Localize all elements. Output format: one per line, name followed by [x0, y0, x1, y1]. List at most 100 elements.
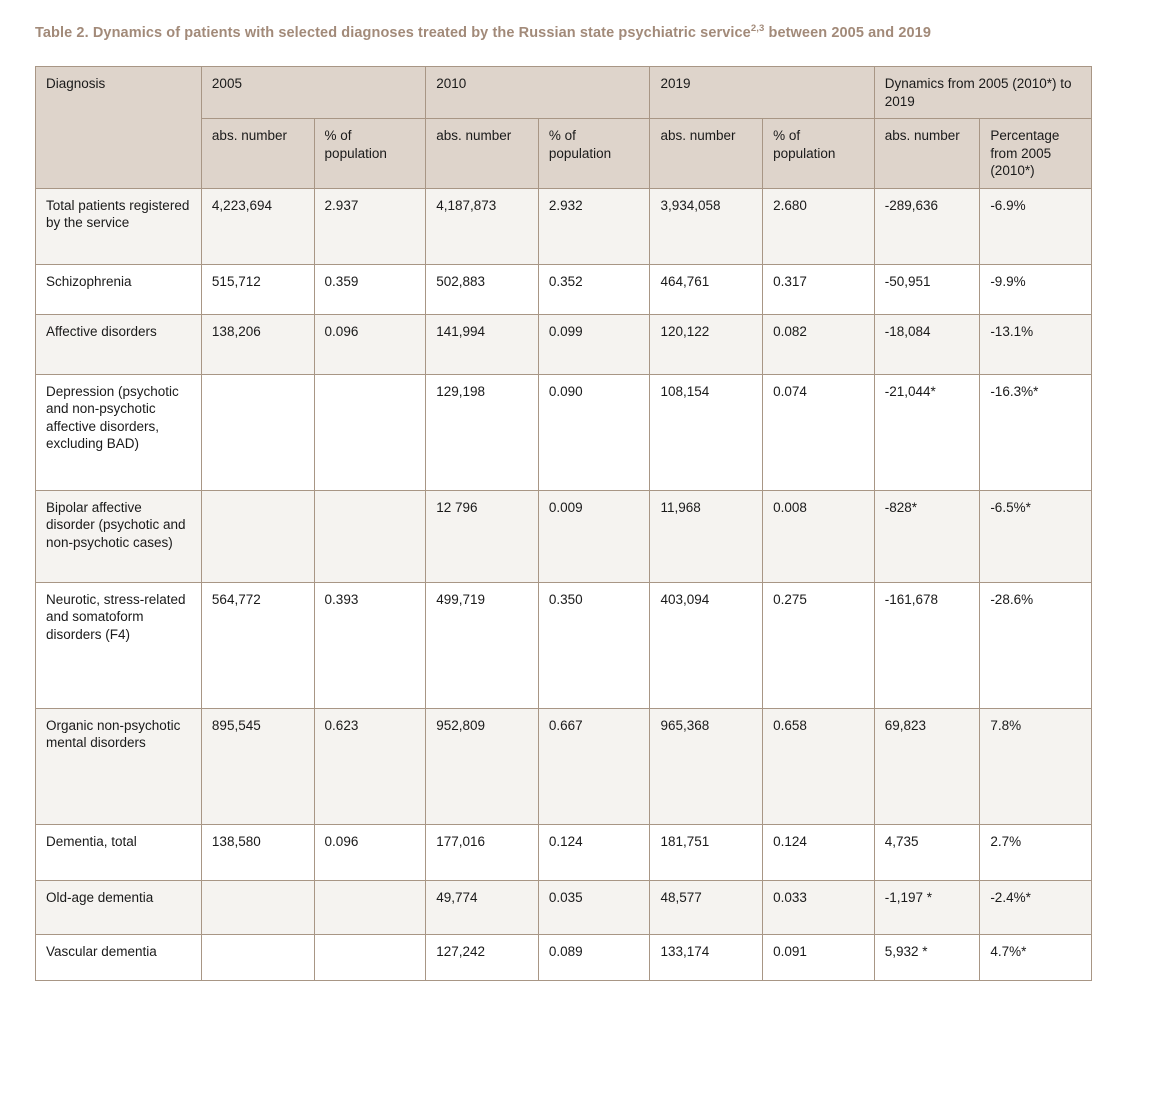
table-row: Organic non-psychotic mental disorders 89…	[35, 707, 1092, 825]
column-header-dynamics-percentage: Percentage from 2005 (2010*)	[979, 118, 1092, 189]
cell-diagnosis: Depression (psychotic and non-psychotic …	[35, 373, 202, 491]
cell-2010-percent-population: 0.667	[537, 707, 651, 825]
cell-2010-percent-population: 0.352	[537, 263, 651, 315]
cell-diagnosis: Dementia, total	[35, 823, 202, 881]
cell-diagnosis: Old-age dementia	[35, 879, 202, 935]
cell-2005-percent-population	[313, 933, 427, 981]
cell-2010-percent-population: 0.099	[537, 313, 651, 375]
cell-2010-percent-population: 0.009	[537, 489, 651, 583]
cell-2005-abs-number	[200, 933, 315, 981]
table-row: Neurotic, stress-related and somatoform …	[35, 581, 1092, 709]
column-header-2019-percent-population: % of population	[762, 118, 875, 189]
cell-2019-abs-number: 181,751	[649, 823, 764, 881]
cell-2019-abs-number: 48,577	[649, 879, 764, 935]
cell-2005-abs-number	[200, 489, 315, 583]
cell-dynamics-percentage: -16.3%*	[979, 373, 1092, 491]
cell-2005-percent-population: 2.937	[313, 187, 427, 265]
cell-2010-abs-number: 177,016	[425, 823, 539, 881]
cell-2019-abs-number: 965,368	[649, 707, 764, 825]
cell-diagnosis: Total patients registered by the service	[35, 187, 202, 265]
cell-dynamics-percentage: -2.4%*	[979, 879, 1092, 935]
cell-2019-percent-population: 0.275	[762, 581, 875, 709]
cell-2005-abs-number: 138,580	[200, 823, 315, 881]
table-row: Depression (psychotic and non-psychotic …	[35, 373, 1092, 491]
cell-2019-abs-number: 133,174	[649, 933, 764, 981]
cell-2019-abs-number: 3,934,058	[649, 187, 764, 265]
cell-2019-percent-population: 0.091	[762, 933, 875, 981]
column-header-dynamics-abs-number: abs. number	[873, 118, 981, 189]
cell-2019-percent-population: 2.680	[762, 187, 875, 265]
cell-dynamics-percentage: -6.9%	[979, 187, 1092, 265]
cell-dynamics-abs-number: -1,197 *	[873, 879, 981, 935]
cell-dynamics-percentage: -6.5%*	[979, 489, 1092, 583]
cell-2019-percent-population: 0.082	[762, 313, 875, 375]
cell-2010-abs-number: 12 796	[425, 489, 539, 583]
cell-2010-percent-population: 0.035	[537, 879, 651, 935]
cell-dynamics-abs-number: -21,044*	[873, 373, 981, 491]
cell-2005-percent-population: 0.393	[313, 581, 427, 709]
cell-2005-abs-number	[200, 879, 315, 935]
table-row: Old-age dementia 49,774 0.035 48,577 0.033 -1…	[35, 879, 1092, 935]
cell-2010-abs-number: 127,242	[425, 933, 539, 981]
cell-2019-abs-number: 108,154	[649, 373, 764, 491]
cell-2019-abs-number: 403,094	[649, 581, 764, 709]
cell-2019-abs-number: 120,122	[649, 313, 764, 375]
cell-2010-abs-number: 4,187,873	[425, 187, 539, 265]
cell-2019-percent-population: 0.033	[762, 879, 875, 935]
cell-2010-abs-number: 502,883	[425, 263, 539, 315]
table-row: Total patients registered by the service…	[35, 187, 1092, 265]
column-header-diagnosis: Diagnosis	[35, 66, 202, 189]
cell-dynamics-percentage: 7.8%	[979, 707, 1092, 825]
table-row: Vascular dementia 127,242 0.089 133,174 0.09…	[35, 933, 1092, 981]
table-head: Diagnosis 2005 2010 2019 Dynamics from 2…	[35, 66, 1093, 189]
cell-2019-percent-population: 0.658	[762, 707, 875, 825]
cell-2005-percent-population	[313, 373, 427, 491]
column-header-2005-percent-population: % of population	[313, 118, 427, 189]
cell-diagnosis: Neurotic, stress-related and somatoform …	[35, 581, 202, 709]
cell-2005-abs-number: 564,772	[200, 581, 315, 709]
table-caption: Table 2. Dynamics of patients with selec…	[35, 24, 1125, 42]
cell-dynamics-abs-number: -828*	[873, 489, 981, 583]
cell-2005-percent-population	[313, 879, 427, 935]
column-header-2005-abs-number: abs. number	[200, 118, 315, 189]
cell-2010-percent-population: 0.090	[537, 373, 651, 491]
cell-2010-abs-number: 141,994	[425, 313, 539, 375]
caption-superscript: 2,3	[750, 23, 765, 35]
cell-dynamics-abs-number: 4,735	[873, 823, 981, 881]
column-group-header-2019: 2019	[649, 66, 875, 119]
cell-2010-abs-number: 129,198	[425, 373, 539, 491]
cell-diagnosis: Vascular dementia	[35, 933, 202, 981]
caption-suffix: between 2005 and 2019	[764, 25, 931, 41]
cell-diagnosis: Bipolar affective disorder (psychotic an…	[35, 489, 202, 583]
table-container: Diagnosis 2005 2010 2019 Dynamics from 2…	[35, 66, 1093, 981]
cell-2019-percent-population: 0.124	[762, 823, 875, 881]
column-header-2010-abs-number: abs. number	[425, 118, 539, 189]
column-group-header-2010: 2010	[425, 66, 651, 119]
cell-2010-percent-population: 0.089	[537, 933, 651, 981]
cell-2005-percent-population: 0.623	[313, 707, 427, 825]
cell-2005-abs-number	[200, 373, 315, 491]
table-body: Total patients registered by the service…	[35, 187, 1092, 981]
table-sub-header-row: abs. number % of population abs. number …	[36, 118, 1092, 189]
cell-2010-percent-population: 0.124	[537, 823, 651, 881]
cell-2010-abs-number: 49,774	[425, 879, 539, 935]
cell-diagnosis: Schizophrenia	[35, 263, 202, 315]
table-row: Affective disorders 138,206 0.096 141,994 0.…	[35, 313, 1092, 375]
cell-dynamics-percentage: -9.9%	[979, 263, 1092, 315]
cell-dynamics-percentage: 2.7%	[979, 823, 1092, 881]
cell-2005-abs-number: 895,545	[200, 707, 315, 825]
cell-2010-percent-population: 2.932	[537, 187, 651, 265]
table-group-header-row: Diagnosis 2005 2010 2019 Dynamics from 2…	[35, 66, 1093, 189]
cell-dynamics-abs-number: -161,678	[873, 581, 981, 709]
cell-2005-abs-number: 138,206	[200, 313, 315, 375]
cell-2005-abs-number: 515,712	[200, 263, 315, 315]
cell-2005-percent-population	[313, 489, 427, 583]
cell-dynamics-abs-number: -18,084	[873, 313, 981, 375]
cell-2019-abs-number: 11,968	[649, 489, 764, 583]
cell-dynamics-abs-number: -289,636	[873, 187, 981, 265]
column-header-2010-percent-population: % of population	[537, 118, 651, 189]
table-row: Dementia, total 138,580 0.096 177,016 0.124 1…	[35, 823, 1092, 881]
cell-2010-percent-population: 0.350	[537, 581, 651, 709]
cell-2019-percent-population: 0.317	[762, 263, 875, 315]
